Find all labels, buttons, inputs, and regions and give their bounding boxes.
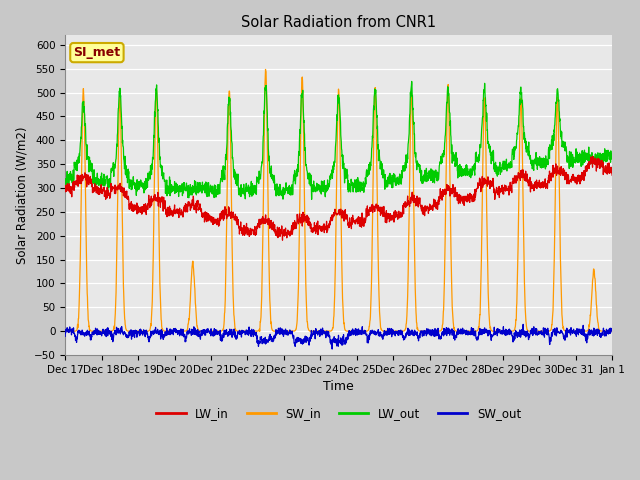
Title: Solar Radiation from CNR1: Solar Radiation from CNR1	[241, 15, 436, 30]
Legend: LW_in, SW_in, LW_out, SW_out: LW_in, SW_in, LW_out, SW_out	[152, 402, 526, 425]
X-axis label: Time: Time	[323, 380, 354, 393]
Y-axis label: Solar Radiation (W/m2): Solar Radiation (W/m2)	[15, 126, 28, 264]
Text: SI_met: SI_met	[74, 46, 120, 59]
